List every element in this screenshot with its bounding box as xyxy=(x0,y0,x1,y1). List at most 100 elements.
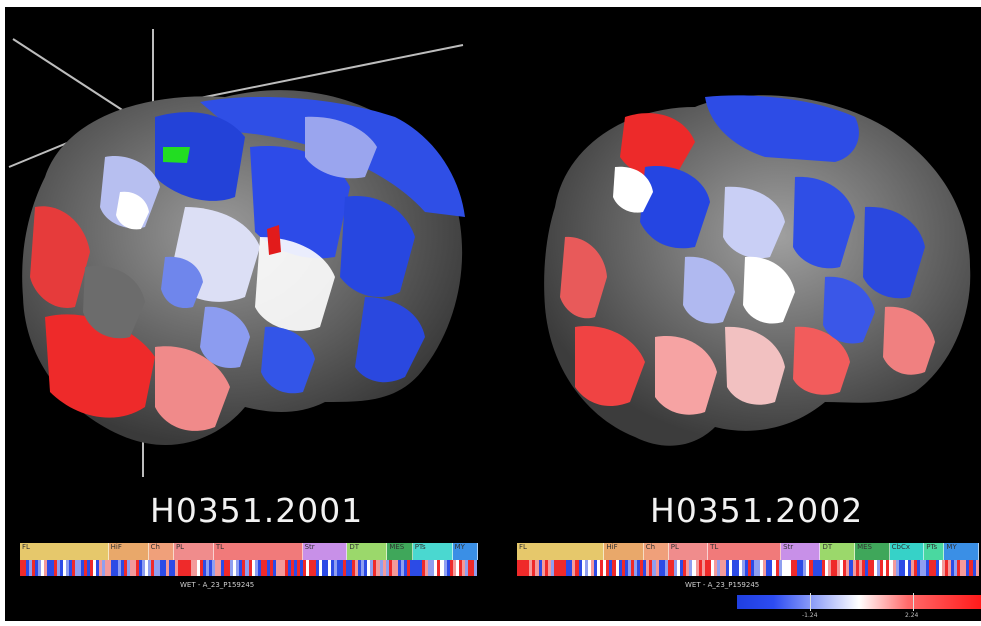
heatmap-cell xyxy=(440,560,444,576)
heatmap-cell xyxy=(288,560,292,576)
region-dt: DT xyxy=(347,543,388,560)
region-pts: PTs xyxy=(412,543,453,560)
heatmap-cell xyxy=(80,560,84,576)
heatmap-cell xyxy=(710,560,714,576)
heatmap-cell xyxy=(178,560,182,576)
heatmap-cell xyxy=(248,560,252,576)
heatmap-cell xyxy=(517,560,521,576)
heatmap-cell xyxy=(578,560,582,576)
heatmap-cell xyxy=(800,560,804,576)
heatmap-cell xyxy=(923,560,927,576)
heatmap-cell xyxy=(609,560,613,576)
region-strip-left: FL HiF Ch PL TL Str DT MES PTs MY xyxy=(20,543,478,560)
heatmap-cell xyxy=(26,560,30,576)
heatmap-cell xyxy=(892,560,896,576)
heatmap-cell xyxy=(318,560,322,576)
heatmap-cell xyxy=(812,560,816,576)
region-hif: HiF xyxy=(604,543,644,560)
heatmap-cell xyxy=(673,560,678,576)
heatmap-cell xyxy=(794,560,798,576)
heatmap-cell xyxy=(855,560,859,576)
heatmap-cell xyxy=(154,560,158,576)
region-cbcx: CbCx xyxy=(889,543,925,560)
heatmap-cell xyxy=(904,560,908,576)
heatmap-cell xyxy=(120,560,124,576)
heatmap-cell xyxy=(315,560,319,576)
heatmap-cell xyxy=(707,560,711,576)
heatmap-cell xyxy=(342,560,347,576)
colorbar-max-tick xyxy=(913,593,914,611)
heatmap-cell xyxy=(388,560,392,576)
heatmap-cell xyxy=(929,560,933,576)
heatmap-cell xyxy=(944,560,948,576)
heatmap-cell xyxy=(394,560,398,576)
heatmap-cell xyxy=(649,560,653,576)
region-dt: DT xyxy=(820,543,856,560)
heatmap-cell xyxy=(108,560,112,576)
heatmap-cell xyxy=(603,560,607,576)
heatmap-cell xyxy=(294,560,298,576)
heatmap-cell xyxy=(550,560,554,576)
heatmap-cell xyxy=(56,560,60,576)
heatmap-cell xyxy=(355,560,359,576)
heatmap-cell xyxy=(251,560,255,576)
heatmap-cell xyxy=(874,560,878,576)
heatmap-cell xyxy=(920,560,924,576)
heatmap-cell xyxy=(911,560,915,576)
colorbar-max-label: 2.24 xyxy=(905,612,919,619)
heatmap-cell xyxy=(563,560,567,576)
heatmap-cell xyxy=(575,560,579,576)
heatmap-cell xyxy=(726,560,730,576)
heatmap-cell xyxy=(215,560,219,576)
heatmap-cell xyxy=(458,560,462,576)
heatmap-cell xyxy=(704,560,708,576)
heatmap-cell xyxy=(416,560,420,576)
heatmap-cell xyxy=(544,560,548,576)
donor-label-right: H0351.2002 xyxy=(650,491,864,530)
probe-label-right: WET - A_23_P159245 xyxy=(685,581,760,589)
annotation-bar-left[interactable]: FL HiF Ch PL TL Str DT MES PTs MY xyxy=(20,543,478,577)
heatmap-cell xyxy=(701,560,705,576)
heatmap-cell xyxy=(624,560,628,576)
heatmap-cell xyxy=(425,560,429,576)
heatmap-cell xyxy=(211,560,215,576)
heatmap-cell xyxy=(87,560,91,576)
heatmap-cell xyxy=(735,560,739,576)
heatmap-cell xyxy=(941,560,945,576)
heatmap-cell xyxy=(461,560,465,576)
heatmap-cell xyxy=(297,560,301,576)
heatmap-cell xyxy=(193,560,197,576)
heatmap-cell xyxy=(886,560,890,576)
heatmap-cell xyxy=(151,560,155,576)
heatmap-cell xyxy=(827,560,831,576)
annotation-bar-right[interactable]: FL HiF Ch PL TL Str DT MES CbCx PTs MY xyxy=(517,543,979,577)
cortex-surface-right xyxy=(544,95,971,446)
region-fl: FL xyxy=(517,543,605,560)
cortex-surface-left xyxy=(22,90,465,446)
heatmap-cell xyxy=(20,560,24,576)
heatmap-cell xyxy=(763,560,767,576)
heatmap-cell xyxy=(901,560,905,576)
heatmap-cell xyxy=(683,560,687,576)
brain-render-left[interactable] xyxy=(5,7,981,621)
heatmap-cell xyxy=(972,560,976,576)
heatmap-cell xyxy=(692,560,696,576)
colorbar-min-tick xyxy=(810,593,811,611)
heatmap-cell xyxy=(169,560,173,576)
heatmap-cell xyxy=(373,560,377,576)
heatmap-cell xyxy=(840,560,844,576)
heatmap-cell xyxy=(747,560,751,576)
heatmap-cell xyxy=(77,560,81,576)
heatmap-cell xyxy=(449,560,453,576)
heatmap-cell xyxy=(321,560,325,576)
heatmap-cell xyxy=(637,560,641,576)
heatmap-cell xyxy=(367,560,371,576)
heatmap-cell xyxy=(760,560,764,576)
heatmap-cell xyxy=(175,560,179,576)
heatmap-cell xyxy=(870,560,875,576)
heatmap-cell xyxy=(111,560,115,576)
heatmap-cell xyxy=(600,560,604,576)
heatmap-cell xyxy=(975,560,979,576)
heatmap-cell xyxy=(385,560,389,576)
heatmap-cell xyxy=(757,560,761,576)
